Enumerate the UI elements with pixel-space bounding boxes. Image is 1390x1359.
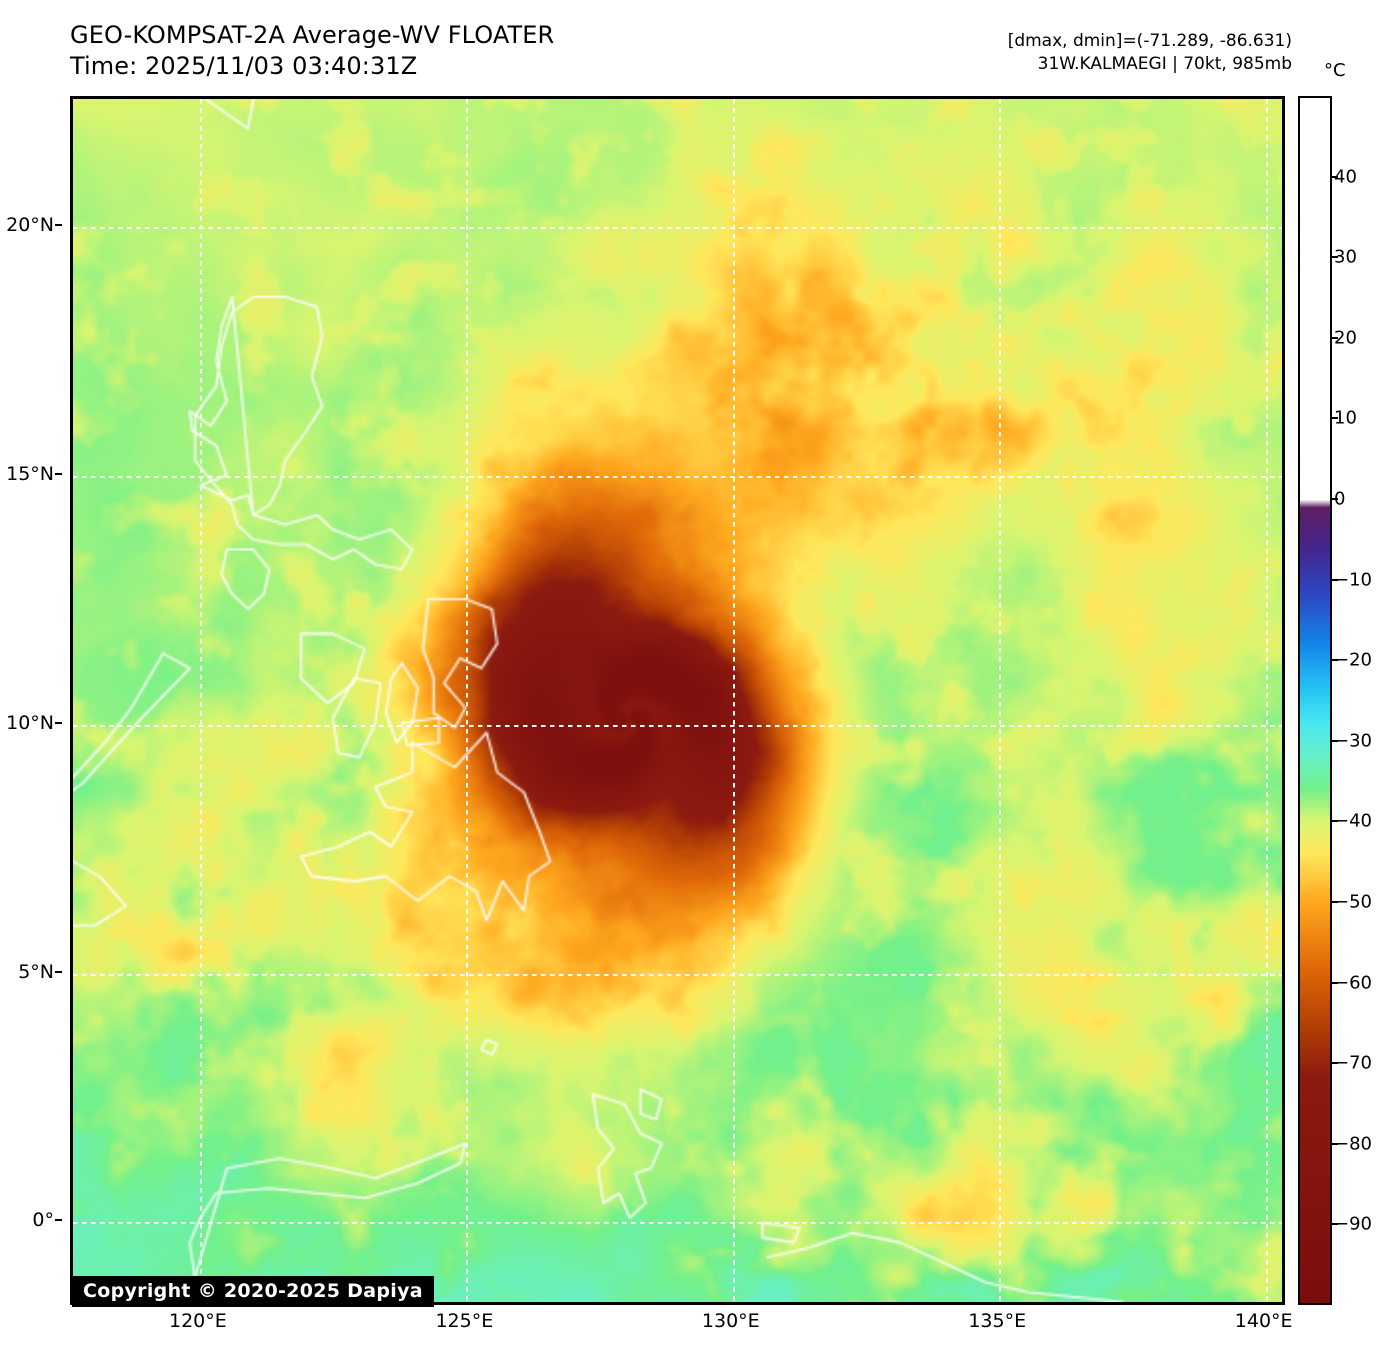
colorbar-tick-label: −70 (1334, 1052, 1372, 1074)
colorbar-tick-label: −90 (1334, 1213, 1372, 1235)
colorbar-tick-label: −40 (1334, 810, 1372, 832)
longitude-axis: 120°E 125°E 130°E 135°E 140°E (70, 1310, 1293, 1340)
latitude-tick-mark (55, 721, 62, 724)
longitude-tick-label: 125°E (435, 1310, 494, 1332)
metadata-block: [dmax, dmin]=(-71.289, -86.631) 31W.KALM… (1008, 30, 1292, 76)
colorbar-gradient (1300, 98, 1330, 1303)
colorbar-tick-label: −30 (1334, 730, 1372, 752)
timestamp-label: Time: 2025/11/03 03:40:31Z (70, 52, 418, 81)
satellite-imagery-canvas (73, 99, 1282, 1302)
page-title: GEO-KOMPSAT-2A Average-WV FLOATER (70, 21, 555, 49)
colorbar-tick-label: −50 (1334, 891, 1372, 913)
colorbar[interactable] (1298, 96, 1332, 1305)
colorbar-tick-mark (1332, 578, 1338, 581)
longitude-tick-label: 120°E (169, 1310, 227, 1332)
colorbar-tick-mark (1332, 739, 1338, 742)
colorbar-tick-mark (1332, 417, 1338, 420)
longitude-tick-label: 130°E (701, 1310, 760, 1332)
colorbar-tick-mark (1332, 175, 1338, 178)
colorbar-tick-mark (1332, 659, 1338, 662)
colorbar-tick-label: −80 (1334, 1133, 1372, 1155)
latitude-tick-label: 20°N (6, 214, 54, 237)
colorbar-tick-label: 0 (1334, 488, 1346, 510)
colorbar-tick-mark (1332, 256, 1338, 259)
colorbar-tick-label: −60 (1334, 972, 1372, 994)
colorbar-tick-mark (1332, 820, 1338, 823)
colorbar-tick-label: −20 (1334, 649, 1372, 671)
storm-info-label: 31W.KALMAEGI | 70kt, 985mb (1037, 53, 1292, 74)
colorbar-tick-label: −10 (1334, 569, 1372, 591)
latitude-tick-mark (55, 970, 62, 973)
longitude-tick-label: 135°E (968, 1310, 1027, 1332)
satellite-image-plot[interactable] (70, 96, 1285, 1305)
colorbar-tick-mark (1332, 901, 1338, 903)
latitude-axis: 20°N 15°N 10°N 5°N 0° (0, 96, 62, 1305)
title-block: GEO-KOMPSAT-2A Average-WV FLOATER Time: … (70, 20, 554, 82)
latitude-tick-label: 0° (32, 1209, 54, 1232)
colorbar-tick-label: 40 (1334, 166, 1357, 188)
colorbar-tick-label: 30 (1334, 246, 1357, 268)
latitude-tick-label: 10°N (6, 711, 54, 734)
colorbar-tick-mark (1332, 1223, 1338, 1226)
latitude-tick-label: 15°N (6, 463, 54, 486)
colorbar-tick-label: 20 (1334, 327, 1357, 349)
latitude-tick-label: 5°N (18, 960, 54, 983)
colorbar-unit-label: °C (1324, 60, 1346, 81)
copyright-watermark: Copyright © 2020-2025 Dapiya (72, 1276, 434, 1307)
colorbar-tick-mark (1332, 1062, 1338, 1065)
longitude-tick-label: 140°E (1234, 1310, 1293, 1332)
dmax-dmin-label: [dmax, dmin]=(-71.289, -86.631) (1007, 31, 1292, 51)
colorbar-tick-mark (1332, 981, 1338, 984)
colorbar-tick-mark (1332, 336, 1338, 339)
latitude-tick-mark (55, 1219, 62, 1222)
colorbar-tick-mark (1332, 1142, 1338, 1145)
latitude-tick-mark (55, 224, 62, 227)
colorbar-tick-label: 10 (1334, 407, 1357, 429)
latitude-tick-mark (55, 473, 62, 476)
colorbar-tick-mark (1332, 498, 1338, 500)
